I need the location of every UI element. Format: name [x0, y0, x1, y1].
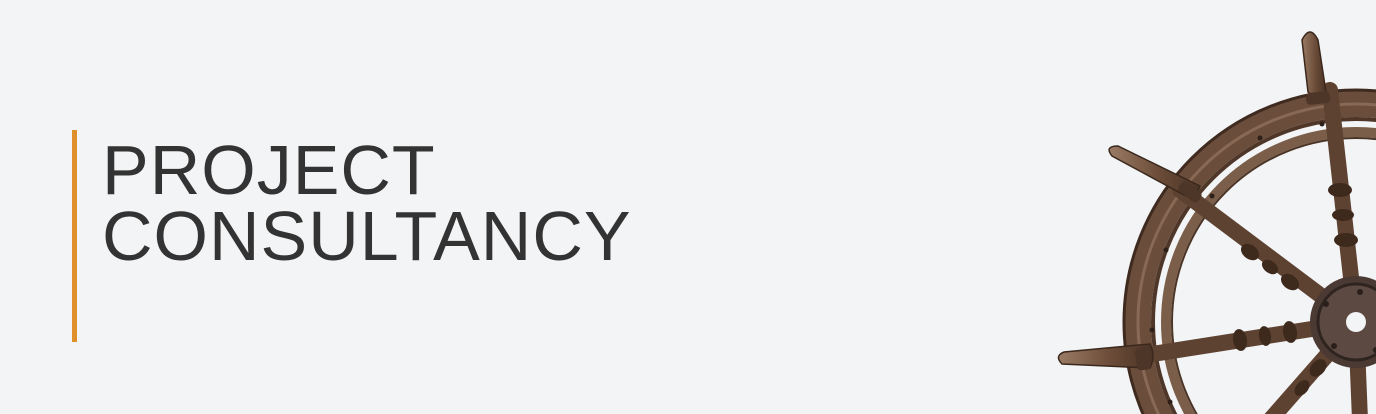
title-line-2: CONSULTANCY [102, 197, 632, 275]
page-title: PROJECT CONSULTANCY [102, 131, 632, 275]
ship-wheel-icon [1057, 31, 1376, 414]
title-line-1: PROJECT [102, 131, 436, 209]
accent-bar [72, 130, 77, 342]
